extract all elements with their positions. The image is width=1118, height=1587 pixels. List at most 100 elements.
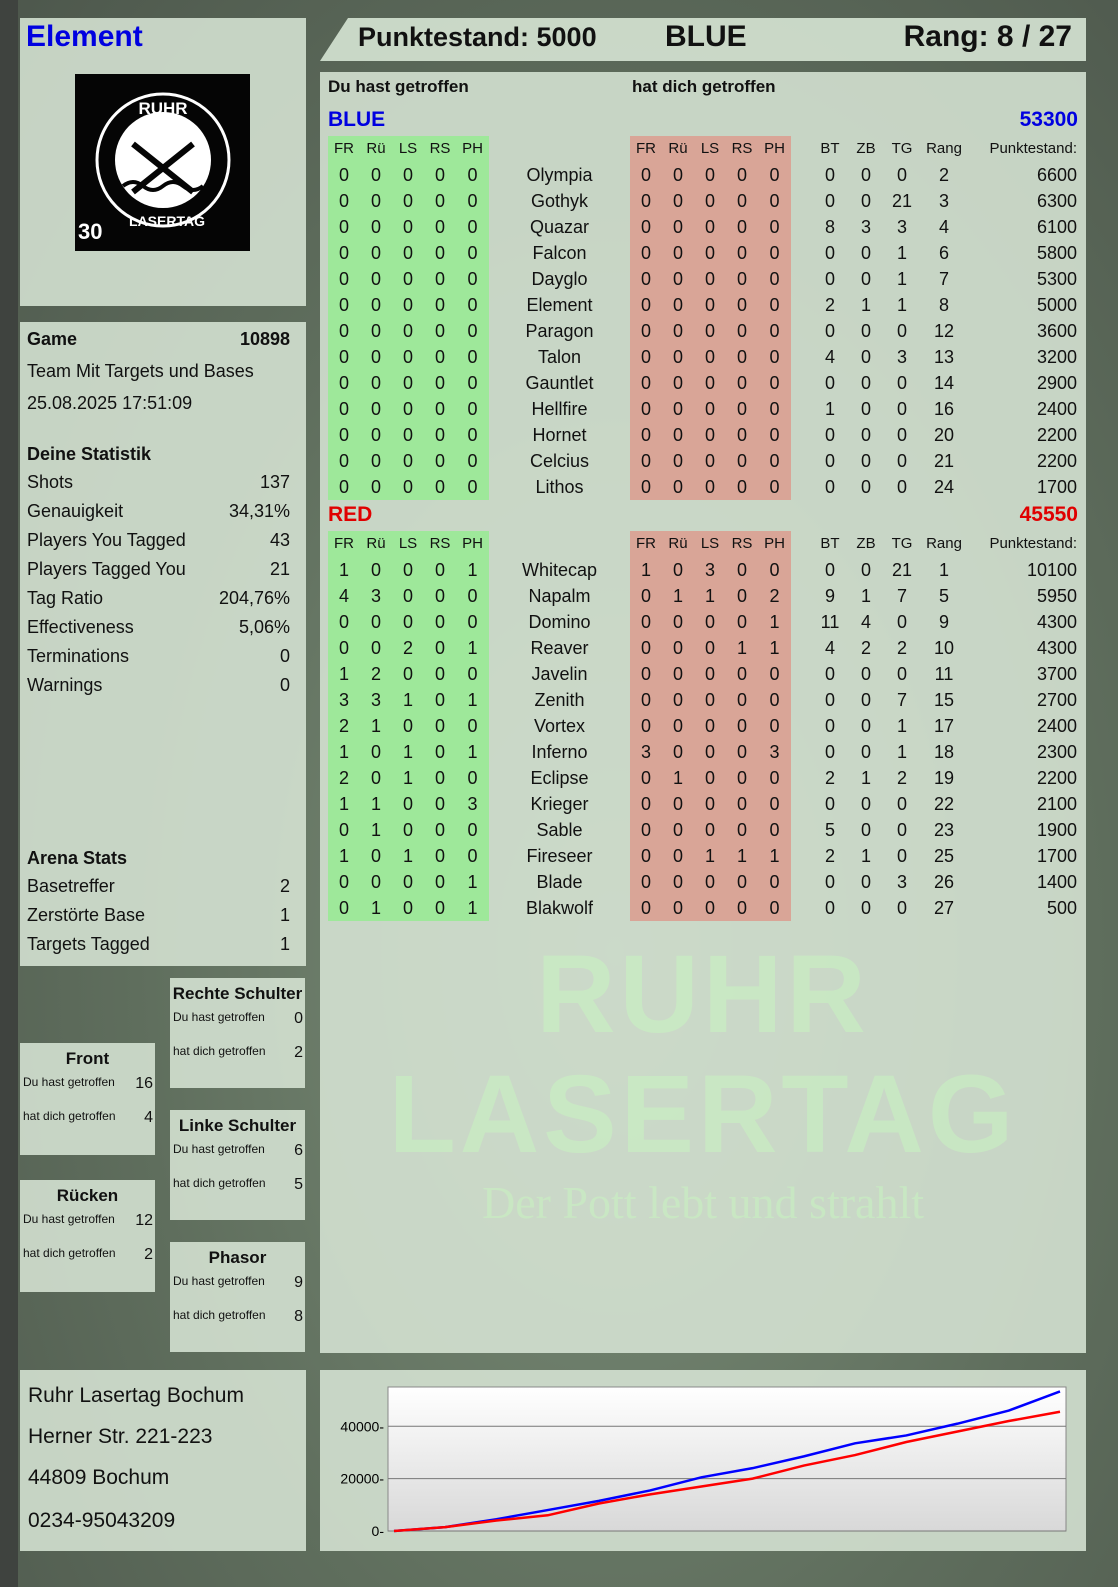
hit-zone-box: Phasor Du hast getroffen 9 hat dich getroff… (170, 1242, 305, 1352)
spacer (791, 739, 812, 765)
table-row[interactable]: 0 0 0 0 0 Quazar 0 0 0 0 0 8 3 3 4 6100 (328, 214, 1078, 240)
column-header (489, 531, 630, 557)
cell: 2 (758, 583, 791, 609)
team-score: 45550 (1019, 503, 1078, 526)
table-row[interactable]: 1 0 1 0 1 Inferno 3 0 0 0 3 0 0 1 18 2300 (328, 739, 1078, 765)
cell: 0 (360, 214, 392, 240)
column-header: PH (758, 531, 791, 557)
game-row: Game 10898 (27, 329, 290, 350)
table-row[interactable]: 0 1 0 0 1 Blakwolf 0 0 0 0 0 0 0 0 27 500 (328, 895, 1078, 921)
hit-zone-title: Phasor (208, 1248, 267, 1267)
player-name: Domino (528, 612, 591, 632)
column-header: BT (820, 535, 840, 552)
table-row[interactable]: 0 0 0 0 0 Gothyk 0 0 0 0 0 0 0 21 3 6300 (328, 188, 1078, 214)
table-row[interactable]: 0 0 0 0 0 Celcius 0 0 0 0 0 0 0 0 21 2200 (328, 448, 1078, 474)
stat-label: Genauigkeit (27, 501, 124, 521)
cell: 0 (456, 188, 489, 214)
cell: 0 (758, 422, 791, 448)
table-row[interactable]: 0 0 0 0 0 Talon 0 0 0 0 0 4 0 3 13 3200 (328, 344, 1078, 370)
table-row[interactable]: 0 0 0 0 0 Domino 0 0 0 0 1 11 4 0 9 4300 (328, 609, 1078, 635)
table-row[interactable]: 0 0 0 0 0 Hellfire 0 0 0 0 0 1 0 0 16 2400 (328, 396, 1078, 422)
cell: 0 (630, 713, 662, 739)
hit-zone-value: 5 (294, 1176, 303, 1193)
table-row[interactable]: 0 0 0 0 0 Hornet 0 0 0 0 0 0 0 0 20 2200 (328, 422, 1078, 448)
cell: 0 (860, 742, 871, 762)
arena-value: 2 (279, 876, 290, 896)
cell: 2 (938, 165, 949, 185)
player-name: Eclipse (530, 768, 589, 788)
cell: 5800 (1036, 243, 1077, 263)
cell: 0 (758, 370, 791, 396)
table-row[interactable]: 1 2 0 0 0 Javelin 0 0 0 0 0 0 0 0 11 3700 (328, 661, 1078, 687)
table-row[interactable]: 0 0 2 0 1 Reaver 0 0 0 1 1 4 2 2 10 4300 (328, 635, 1078, 661)
table-row[interactable]: 0 0 0 0 0 Gauntlet 0 0 0 0 0 0 0 0 14 2900 (328, 370, 1078, 396)
player-name: Zenith (534, 690, 585, 710)
cell: 14 (933, 373, 955, 393)
cell: 3 (896, 217, 907, 237)
cell: 0 (424, 344, 456, 370)
cell: 0 (860, 451, 871, 471)
stat-row: Tag Ratio 204,76% (27, 588, 290, 609)
table-row[interactable]: 2 1 0 0 0 Vortex 0 0 0 0 0 0 0 1 17 2400 (328, 713, 1078, 739)
cell: 1 (456, 739, 489, 765)
cell: 24 (933, 477, 955, 497)
cell: 0 (824, 243, 835, 263)
cell: 0 (726, 817, 758, 843)
player-name: Fireseer (526, 846, 593, 866)
table-row[interactable]: 0 0 0 0 0 Lithos 0 0 0 0 0 0 0 0 24 1700 (328, 474, 1078, 500)
stat-row: Genauigkeit 34,31% (27, 501, 290, 522)
cell: 1 (896, 243, 907, 263)
cell: 1 (896, 716, 907, 736)
column-header: Punktestand: (989, 140, 1077, 157)
column-header: TG (891, 140, 913, 157)
table-row[interactable]: 1 1 0 0 3 Krieger 0 0 0 0 0 0 0 0 22 2100 (328, 791, 1078, 817)
cell: 0 (360, 162, 392, 188)
cell: 0 (456, 240, 489, 266)
table-row[interactable]: 4 3 0 0 0 Napalm 0 1 1 0 2 9 1 7 5 5950 (328, 583, 1078, 609)
cell: 0 (758, 661, 791, 687)
spacer (791, 895, 812, 921)
cell: 1 (392, 843, 424, 869)
cell: 6100 (1036, 217, 1077, 237)
stat-label: Players You Tagged (27, 530, 186, 550)
column-header: RS (726, 136, 758, 162)
table-row[interactable]: 0 1 0 0 0 Sable 0 0 0 0 0 5 0 0 23 1900 (328, 817, 1078, 843)
cell: 5 (938, 586, 949, 606)
cell: 0 (726, 448, 758, 474)
spacer (791, 266, 812, 292)
table-row[interactable]: 0 0 0 0 0 Olympia 0 0 0 0 0 0 0 0 2 6600 (328, 162, 1078, 188)
cell: 0 (456, 713, 489, 739)
cell: 6600 (1036, 165, 1077, 185)
cell: 0 (630, 188, 662, 214)
table-row[interactable]: 2 0 1 0 0 Eclipse 0 1 0 0 0 2 1 2 19 2200 (328, 765, 1078, 791)
spacer (791, 765, 812, 791)
chart-panel: 0- 20000- 40000- (320, 1370, 1086, 1551)
cell: 6300 (1036, 191, 1077, 211)
cell: 0 (726, 609, 758, 635)
cell: 2100 (1036, 794, 1077, 814)
player-name: Javelin (531, 664, 588, 684)
spacer (791, 661, 812, 687)
spacer (791, 214, 812, 240)
table-row[interactable]: 1 0 1 0 0 Fireseer 0 0 1 1 1 2 1 0 25 1700 (328, 843, 1078, 869)
table-row[interactable]: 3 3 1 0 1 Zenith 0 0 0 0 0 0 0 7 15 2700 (328, 687, 1078, 713)
table-row[interactable]: 0 0 0 0 0 Falcon 0 0 0 0 0 0 0 1 6 5800 (328, 240, 1078, 266)
cell: 0 (424, 583, 456, 609)
table-row[interactable]: 1 0 0 0 1 Whitecap 1 0 3 0 0 0 0 21 1 10100 (328, 557, 1078, 583)
cell: 0 (694, 661, 726, 687)
cell: 0 (758, 817, 791, 843)
table-row[interactable]: 0 0 0 0 0 Element 0 0 0 0 0 2 1 1 8 5000 (328, 292, 1078, 318)
table-row[interactable]: 0 0 0 0 0 Paragon 0 0 0 0 0 0 0 0 12 3600 (328, 318, 1078, 344)
cell: 0 (456, 817, 489, 843)
game-datetime: 25.08.2025 17:51:09 (27, 393, 290, 414)
table-row[interactable]: 0 0 0 0 1 Blade 0 0 0 0 0 0 0 3 26 1400 (328, 869, 1078, 895)
cell: 5 (824, 820, 835, 840)
cell: 0 (328, 292, 360, 318)
cell: 0 (630, 609, 662, 635)
cell: 0 (662, 895, 694, 921)
hit-zone-value: 0 (294, 1010, 303, 1027)
spacer (791, 713, 812, 739)
cell: 19 (933, 768, 955, 788)
table-row[interactable]: 0 0 0 0 0 Dayglo 0 0 0 0 0 0 0 1 7 5300 (328, 266, 1078, 292)
cell: 0 (726, 661, 758, 687)
